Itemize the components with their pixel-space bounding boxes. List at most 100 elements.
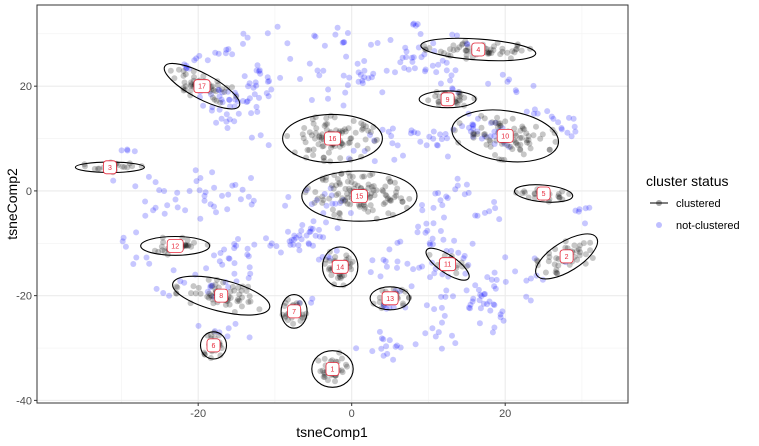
- not-clustered-point: [444, 153, 451, 160]
- clustered-point: [319, 367, 326, 374]
- clustered-point: [388, 197, 394, 204]
- clustered-point: [318, 134, 325, 141]
- clustered-point: [369, 170, 376, 177]
- clustered-point: [346, 173, 353, 180]
- not-clustered-point: [445, 273, 452, 280]
- not-clustered-point: [231, 118, 238, 125]
- not-clustered-point: [469, 240, 476, 247]
- not-clustered-point: [191, 57, 198, 64]
- clustered-point: [188, 243, 195, 250]
- not-clustered-point: [247, 270, 254, 277]
- not-clustered-point: [332, 31, 339, 38]
- clustered-point: [365, 208, 372, 215]
- clustered-point: [456, 93, 463, 100]
- clustered-point: [315, 357, 322, 364]
- not-clustered-point: [124, 146, 131, 153]
- not-clustered-point: [246, 264, 253, 271]
- clustered-point: [312, 130, 319, 137]
- not-clustered-point: [492, 285, 499, 292]
- not-clustered-point: [110, 177, 117, 184]
- clustered-point: [556, 194, 563, 201]
- clustered-point: [463, 52, 470, 59]
- not-clustered-point: [212, 49, 219, 56]
- not-clustered-point: [378, 345, 385, 352]
- not-clustered-point: [408, 54, 415, 61]
- not-clustered-point: [325, 254, 331, 260]
- clustered-point: [243, 288, 250, 294]
- clustered-point: [359, 173, 366, 180]
- not-clustered-point: [487, 133, 494, 140]
- clustered-point: [470, 134, 477, 141]
- clustered-point: [313, 125, 320, 132]
- clustered-point: [160, 239, 167, 246]
- clustered-point: [542, 269, 549, 276]
- not-clustered-point: [438, 136, 445, 143]
- not-clustered-point: [402, 44, 409, 51]
- clustered-point: [302, 189, 309, 196]
- clustered-point: [95, 165, 101, 172]
- clustered-point: [343, 361, 349, 368]
- not-clustered-point: [430, 220, 437, 227]
- clustered-point: [322, 121, 329, 128]
- clustered-point: [339, 355, 345, 362]
- not-clustered-point: [410, 54, 417, 61]
- clustered-point: [344, 194, 351, 201]
- not-clustered-point: [254, 108, 261, 115]
- clustered-point: [582, 251, 589, 258]
- clustered-point: [239, 294, 245, 301]
- clustered-point: [555, 262, 562, 269]
- not-clustered-point: [253, 82, 260, 89]
- not-clustered-point: [435, 190, 442, 196]
- not-clustered-point: [248, 134, 255, 141]
- not-clustered-point: [314, 67, 321, 74]
- not-clustered-point: [430, 40, 437, 47]
- not-clustered-point: [424, 227, 431, 234]
- clustered-point: [384, 195, 391, 202]
- not-clustered-point: [166, 292, 173, 299]
- not-clustered-point: [197, 215, 204, 222]
- cluster-label-box-14: [331, 259, 349, 274]
- not-clustered-point: [219, 192, 225, 199]
- not-clustered-point: [449, 85, 456, 92]
- clustered-point: [281, 303, 288, 309]
- clustered-point: [367, 202, 374, 209]
- clustered-point: [519, 190, 526, 197]
- not-clustered-point: [213, 209, 219, 216]
- not-clustered-point: [491, 128, 498, 135]
- not-clustered-point: [448, 247, 455, 254]
- not-clustered-point: [131, 148, 138, 155]
- clustered-point: [344, 178, 351, 185]
- clustered-point: [161, 248, 168, 255]
- not-clustered-point: [232, 181, 239, 188]
- not-clustered-point: [482, 133, 488, 140]
- not-clustered-point: [239, 186, 246, 193]
- not-clustered-point: [203, 265, 210, 272]
- not-clustered-point: [382, 258, 389, 265]
- not-clustered-point: [408, 130, 414, 137]
- not-clustered-point: [491, 324, 498, 331]
- clustered-point: [426, 251, 433, 258]
- not-clustered-point: [463, 40, 470, 47]
- not-clustered-point: [291, 236, 297, 243]
- not-clustered-point: [491, 269, 498, 276]
- not-clustered-point: [359, 80, 366, 87]
- clustered-point: [320, 373, 327, 380]
- not-clustered-point: [328, 192, 335, 199]
- not-clustered-point: [342, 89, 349, 96]
- clustered-point: [373, 136, 380, 143]
- not-clustered-point: [142, 198, 149, 205]
- not-clustered-point: [481, 209, 488, 216]
- clustered-point: [555, 193, 562, 200]
- clustered-point: [235, 284, 242, 291]
- clustered-point: [319, 199, 326, 206]
- not-clustered-point: [193, 178, 200, 185]
- clustered-point: [343, 252, 350, 259]
- not-clustered-point: [177, 278, 184, 285]
- not-clustered-point: [295, 242, 302, 249]
- clustered-point: [182, 83, 189, 90]
- clustered-point: [182, 242, 189, 249]
- not-clustered-point: [207, 201, 214, 208]
- not-clustered-point: [408, 283, 415, 290]
- clustered-point: [299, 311, 306, 318]
- not-clustered-point: [394, 258, 401, 265]
